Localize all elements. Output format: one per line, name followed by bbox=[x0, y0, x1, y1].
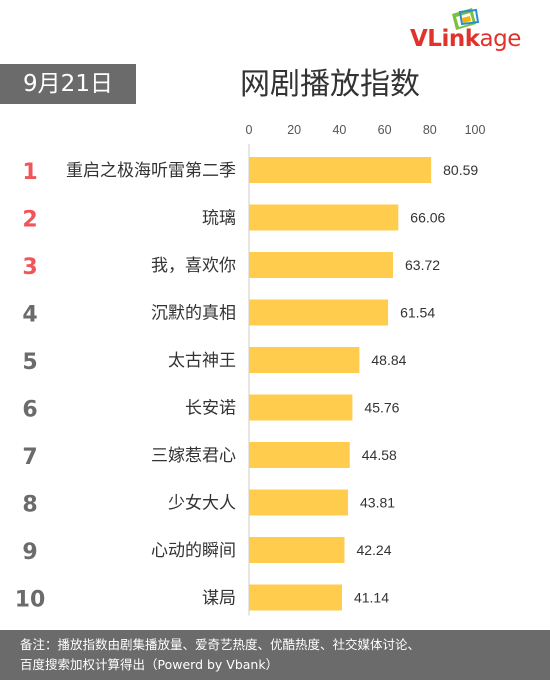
rank-number: 3 bbox=[22, 255, 37, 280]
category-label: 沉默的真相 bbox=[151, 304, 236, 324]
date-badge: 9月21日 bbox=[0, 64, 136, 104]
bar bbox=[249, 157, 432, 183]
data-label: 48.84 bbox=[371, 352, 406, 368]
bar bbox=[249, 584, 342, 611]
rank-number: 5 bbox=[22, 350, 37, 375]
footer-note: 备注：播放指数由剧集播放量、爱奇艺热度、优酷热度、社交媒体讨论、 百度搜索加权计… bbox=[0, 630, 550, 680]
rank-number: 6 bbox=[22, 398, 37, 423]
bar bbox=[249, 394, 353, 421]
bar bbox=[249, 347, 360, 373]
data-label: 42.24 bbox=[356, 542, 391, 558]
footer-note-line-2: 百度搜索加权计算得出（Powerd by Vbank） bbox=[20, 657, 279, 672]
category-label: 少女大人 bbox=[168, 494, 236, 514]
page-title: 网剧播放指数 bbox=[240, 67, 420, 102]
category-label: 太古神王 bbox=[168, 351, 236, 371]
logo-text-age: age bbox=[479, 26, 522, 52]
logo-mark-icon bbox=[452, 8, 480, 30]
bar bbox=[249, 489, 349, 516]
data-label: 44.58 bbox=[362, 447, 397, 463]
axis-tick-label: 0 bbox=[246, 123, 253, 137]
vlinkage-logo: VLinkage bbox=[410, 8, 540, 54]
category-label: 琉璃 bbox=[202, 209, 236, 229]
bar bbox=[249, 252, 394, 278]
rank-number: 9 bbox=[22, 540, 37, 565]
rank-number: 10 bbox=[15, 588, 46, 613]
rank-number: 7 bbox=[22, 445, 37, 470]
axis-tick-label: 80 bbox=[423, 123, 437, 137]
footer-note-line-1: 备注：播放指数由剧集播放量、爱奇艺热度、优酷热度、社交媒体讨论、 bbox=[20, 637, 421, 652]
logo-text: VLinkage bbox=[410, 26, 521, 52]
axis-tick-label: 20 bbox=[287, 123, 301, 137]
bar-chart: 0 20 40 60 80 100 1 重启之极海听雷第二季 80.59 2 琉璃 66.06 3 我，喜… bbox=[15, 123, 486, 616]
data-label: 45.76 bbox=[364, 400, 399, 416]
category-label: 心动的瞬间 bbox=[151, 541, 236, 561]
category-label: 三嫁惹君心 bbox=[151, 446, 236, 466]
data-label: 43.81 bbox=[360, 495, 395, 511]
bar bbox=[249, 204, 399, 231]
data-label: 61.54 bbox=[400, 305, 435, 321]
data-label: 63.72 bbox=[405, 257, 440, 273]
data-label: 41.14 bbox=[354, 590, 389, 606]
data-label: 66.06 bbox=[410, 210, 445, 226]
rank-number: 2 bbox=[22, 208, 37, 233]
bar bbox=[249, 442, 350, 468]
rank-number: 4 bbox=[22, 303, 37, 328]
axis-tick-label: 100 bbox=[465, 123, 486, 137]
axis-tick-label: 60 bbox=[378, 123, 392, 137]
logo-text-vlink: VLink bbox=[410, 26, 480, 52]
category-label: 长安诺 bbox=[185, 399, 236, 419]
bar bbox=[249, 299, 389, 326]
bar bbox=[249, 537, 345, 563]
rank-number: 1 bbox=[22, 160, 37, 185]
category-label: 我，喜欢你 bbox=[151, 256, 236, 276]
rank-number: 8 bbox=[22, 493, 37, 518]
category-label: 谋局 bbox=[202, 589, 236, 609]
data-label: 80.59 bbox=[443, 162, 478, 178]
axis-tick-label: 40 bbox=[332, 123, 346, 137]
category-label: 重启之极海听雷第二季 bbox=[66, 161, 236, 181]
